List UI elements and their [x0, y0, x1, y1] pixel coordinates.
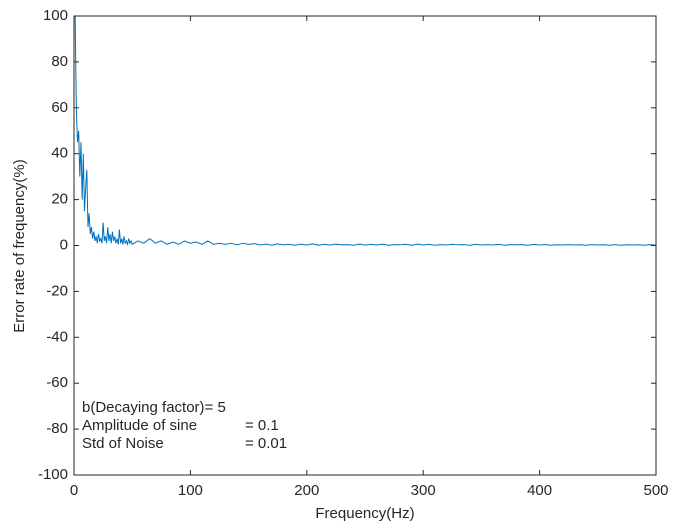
y-tick-label: -60: [46, 374, 68, 391]
x-tick-label: 400: [527, 482, 552, 499]
y-tick-label: 100: [43, 7, 68, 24]
plot-frame: [73, 15, 657, 476]
annotation: Std of Noise: [82, 435, 164, 452]
y-tick-label: 60: [51, 99, 68, 116]
y-tick-label: 40: [51, 145, 68, 162]
data-line: [74, 15, 657, 247]
annotation: b(Decaying factor)= 5: [82, 399, 226, 416]
x-tick-label: 500: [643, 482, 668, 499]
y-tick-label: -40: [46, 328, 68, 345]
x-tick-label: 200: [294, 482, 319, 499]
x-tick-label: 0: [70, 482, 78, 499]
annotation: = 0.1: [245, 417, 279, 434]
annotation: = 0.01: [245, 435, 287, 452]
y-tick-label: 0: [60, 236, 68, 253]
y-tick-label: -20: [46, 282, 68, 299]
y-tick-label: -100: [38, 466, 68, 483]
x-axis-label: Frequency(Hz): [315, 505, 414, 522]
annotation: Amplitude of sine: [82, 417, 197, 434]
x-tick-label: 300: [411, 482, 436, 499]
y-tick-label: 80: [51, 53, 68, 70]
y-tick-label: 20: [51, 191, 68, 208]
y-tick-label: -80: [46, 420, 68, 437]
y-axis-label: Error rate of frequency(%): [11, 159, 28, 332]
x-tick-label: 100: [178, 482, 203, 499]
